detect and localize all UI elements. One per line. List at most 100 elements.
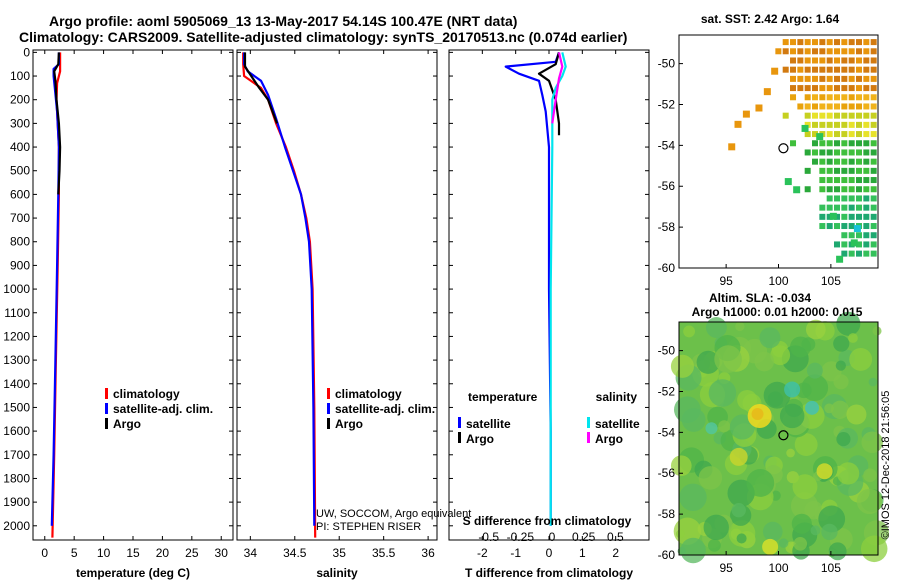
sst-map-cell xyxy=(870,213,877,220)
sst-map-cell xyxy=(870,66,877,73)
difference-series-salinity-satellite xyxy=(549,52,567,526)
salinity-series-satellite-adj-clim- xyxy=(243,52,316,526)
salinity-xtick-label: 35.5 xyxy=(372,546,396,560)
sst-map-cell xyxy=(856,158,863,165)
sla-map-blob xyxy=(707,538,721,552)
difference-legend-swatch xyxy=(458,417,461,428)
sst-map-cell xyxy=(804,48,811,55)
sst-map-cell xyxy=(848,57,855,64)
sst-map-cell xyxy=(841,94,848,101)
salinity-xtick-label: 34.5 xyxy=(283,546,307,560)
difference-s-tick-label: -0.25 xyxy=(507,530,535,544)
sst-map-cell xyxy=(863,213,870,220)
difference-x-axis-label: T difference from climatology xyxy=(465,566,633,580)
sst-map-cell xyxy=(834,66,841,73)
sst-map-cell xyxy=(870,121,877,128)
depth-tick-label: 300 xyxy=(10,116,30,130)
sst-map-cell xyxy=(856,213,863,220)
sst-map-cell xyxy=(826,149,833,156)
sla-map-blob xyxy=(792,474,818,500)
sst-map-cell xyxy=(841,167,848,174)
salinity-xtick-label: 34 xyxy=(244,546,258,560)
depth-tick-label: 900 xyxy=(10,258,30,272)
sst-map-cell xyxy=(870,85,877,92)
sst-map-cell xyxy=(863,158,870,165)
sla-map-blob xyxy=(770,345,791,366)
difference-series-salinity-argo xyxy=(551,52,564,124)
sst-map-cell xyxy=(775,48,782,55)
sst-map-cell xyxy=(812,48,819,55)
sst-map-cell xyxy=(856,75,863,82)
sst-map-cell xyxy=(863,66,870,73)
sst-map-cell xyxy=(870,75,877,82)
sst-map-cell xyxy=(848,204,855,211)
salinity-legend-label: satellite-adj. clim. xyxy=(335,402,435,416)
sst-map-cell xyxy=(812,94,819,101)
sla-map-blob xyxy=(796,382,812,399)
sst-map-cell xyxy=(812,85,819,92)
salinity-legend-label: Argo xyxy=(335,417,363,431)
difference-xtick-label: 2 xyxy=(612,546,619,560)
temperature-xtick-label: 20 xyxy=(156,546,170,560)
sla-map-xtick-label: 105 xyxy=(821,561,841,575)
sst-map-cell xyxy=(834,131,841,138)
sst-map-cell xyxy=(790,85,797,92)
sst-map-cell xyxy=(848,121,855,128)
sst-map-cell xyxy=(863,121,870,128)
sst-map-cell xyxy=(870,112,877,119)
salinity-legend-swatch xyxy=(327,388,330,399)
salinity-plot-frame xyxy=(236,49,438,541)
sst-map-cell xyxy=(826,94,833,101)
sla-map-blob xyxy=(846,404,867,425)
depth-tick-label: 1500 xyxy=(3,400,30,414)
sst-map-cell xyxy=(790,66,797,73)
temperature-legend-label: climatology xyxy=(113,387,180,401)
sst-map-cell xyxy=(734,120,742,128)
sst-map-cell xyxy=(848,158,855,165)
sst-map-cell xyxy=(804,66,811,73)
sst-map-cell xyxy=(812,39,819,46)
sst-map-cell xyxy=(819,167,826,174)
sst-map-cell xyxy=(812,75,819,82)
sst-map-cell xyxy=(841,103,848,110)
difference-s-tick-label: 0.5 xyxy=(607,530,624,544)
sst-map-cell xyxy=(804,112,811,119)
sla-map-anomaly xyxy=(729,447,748,466)
sst-map-cell xyxy=(856,241,863,248)
depth-tick-label: 0 xyxy=(23,45,30,59)
sla-map-blob xyxy=(762,521,783,542)
sla-map-blob xyxy=(763,381,791,409)
sst-map-cell xyxy=(856,131,863,138)
temperature-xtick-label: 0 xyxy=(41,546,48,560)
depth-tick-label: 1000 xyxy=(3,282,30,296)
sst-map-cell xyxy=(870,223,877,230)
sst-map-cell xyxy=(834,85,841,92)
sla-map-ytick-label: -58 xyxy=(658,507,676,521)
temperature-series-satellite-adj-clim- xyxy=(50,52,61,526)
sst-map-cell xyxy=(819,204,826,211)
sst-map-cell xyxy=(812,112,819,119)
sla-map-blob xyxy=(791,513,812,534)
sst-map-cell xyxy=(834,186,841,193)
sla-map-blob xyxy=(810,525,821,536)
difference-xtick-label: 1 xyxy=(579,546,586,560)
sla-map-ytick-label: -56 xyxy=(658,466,676,480)
sst-map-cell xyxy=(826,158,833,165)
sla-map-blob xyxy=(708,379,737,407)
sla-map-xtick-label: 100 xyxy=(768,561,788,575)
header-line1: Argo profile: aoml 5905069_13 13-May-201… xyxy=(49,13,518,29)
sst-map-argo-marker xyxy=(778,143,789,154)
sst-map-ytick-label: -56 xyxy=(658,179,676,193)
sst-map-cell xyxy=(826,177,833,184)
depth-tick-label: 2000 xyxy=(3,519,30,533)
sst-map-cell xyxy=(841,57,848,64)
depth-tick-label: 1400 xyxy=(3,377,30,391)
sla-map-blob xyxy=(848,333,858,343)
sst-map-cell xyxy=(797,85,804,92)
sst-map-cell xyxy=(870,103,877,110)
depth-tick-label: 700 xyxy=(10,211,30,225)
sst-map-cell xyxy=(848,250,855,257)
sst-map-cell xyxy=(826,223,833,230)
sst-map-cell xyxy=(848,167,855,174)
